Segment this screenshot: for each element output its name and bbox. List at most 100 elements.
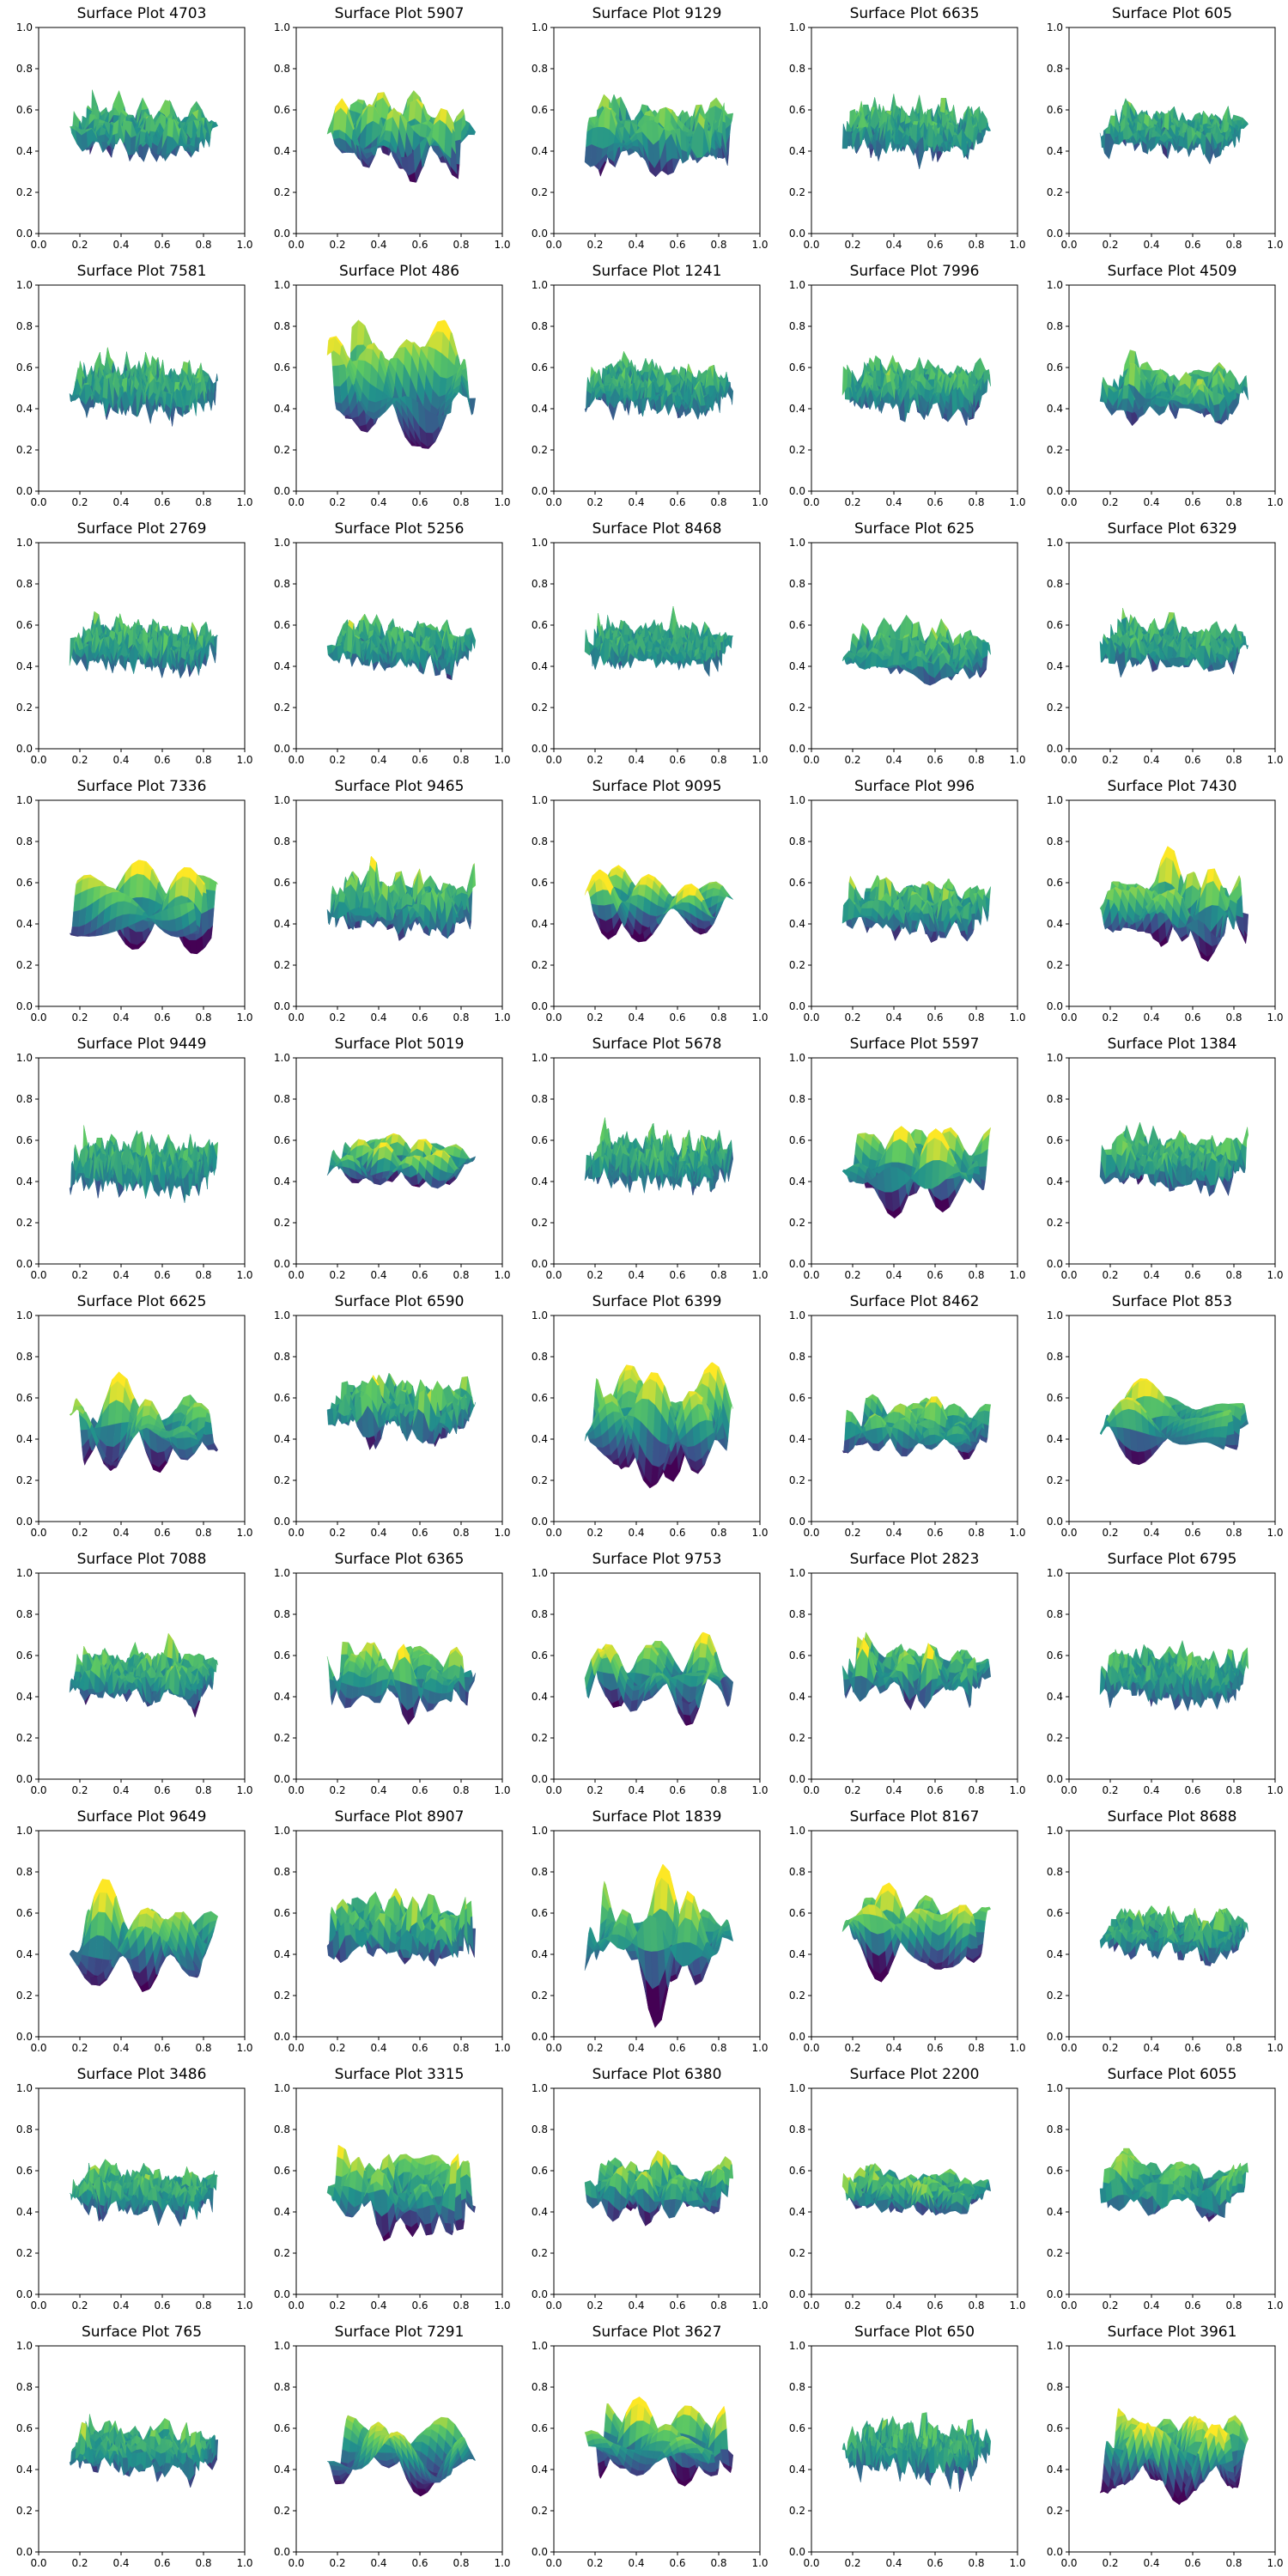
surface-mesh: [1099, 98, 1249, 165]
x-tick-label: 1.0: [751, 496, 768, 508]
x-tick-label: 0.2: [586, 239, 603, 251]
x-tick-label: 0.2: [1102, 239, 1118, 251]
panel-title: Surface Plot 9129: [554, 5, 760, 22]
surface-plot-panel: Surface Plot 1241 0.0 0.2 0.4 0.6 0.8 1.0 0.0 0.…: [515, 258, 773, 515]
x-tick-label: 0.4: [1143, 239, 1159, 251]
y-tick-label: 0.2: [532, 186, 548, 198]
panel-title: Surface Plot 605: [1069, 5, 1275, 22]
surface-plot-svg: 0.0 0.2 0.4 0.6 0.8 1.00.00.20.40.60.81.0: [16, 279, 253, 508]
axes-frame: [811, 27, 1018, 234]
surface-plot-svg: 0.0 0.2 0.4 0.6 0.8 1.00.00.20.40.60.81.0: [532, 21, 769, 251]
panel-title: Surface Plot 7581: [39, 263, 245, 280]
surface-facet: [703, 397, 710, 411]
x-tick-label: 0.4: [628, 239, 644, 251]
x-tick-label: 0.0: [803, 239, 819, 251]
y-tick-label: 0.2: [532, 444, 548, 456]
y-tick-label: 0.0: [532, 485, 548, 497]
x-tick-label: 1.0: [494, 239, 510, 251]
x-tick-label: 0.2: [329, 496, 345, 508]
surface-facet: [1218, 142, 1225, 156]
x-tick-label: 0.2: [586, 496, 603, 508]
surface-facet: [444, 401, 453, 416]
y-tick-label: 0.8: [16, 63, 33, 75]
y-tick-label: 0.4: [274, 145, 290, 157]
x-tick-label: 0.2: [329, 239, 345, 251]
y-tick-label: 0.0: [274, 485, 290, 497]
x-tick-label: 0.4: [370, 496, 386, 508]
surface-facet: [702, 129, 710, 158]
surface-plot-svg: 0.0 0.2 0.4 0.6 0.8 1.00.00.20.40.60.81.0: [274, 279, 511, 508]
axes-frame: [295, 27, 503, 234]
x-tick-label: 0.6: [411, 239, 428, 251]
y-tick-label: 0.2: [16, 444, 33, 456]
panel-title: Surface Plot 1241: [554, 263, 760, 280]
surface-plot-panel: Surface Plot 7996 0.0 0.2 0.4 0.6 0.8 1.0 0.0 0.…: [773, 258, 1030, 515]
y-tick-label: 1.0: [532, 21, 548, 33]
x-tick-label: 0.2: [844, 239, 860, 251]
y-tick-label: 0.0: [532, 228, 548, 240]
x-tick-label: 0.6: [154, 496, 170, 508]
y-tick-label: 0.6: [16, 104, 33, 116]
surface-facet: [188, 378, 195, 413]
y-tick-label: 0.2: [1047, 186, 1063, 198]
surface-plot-panel: Surface Plot 6635 0.0 0.2 0.4 0.6 0.8 1.0 0.0 0.…: [773, 0, 1030, 258]
x-tick-label: 0.2: [71, 239, 88, 251]
surface-plot-panel: Surface Plot 486 0.0 0.2 0.4 0.6 0.8 1.0 0.0 0.2…: [258, 258, 515, 515]
surface-plot-svg: 0.0 0.2 0.4 0.6 0.8 1.00.00.20.40.60.81.0: [274, 21, 511, 251]
panel-title: Surface Plot 6635: [811, 5, 1018, 22]
y-tick-label: 0.2: [274, 186, 290, 198]
x-tick-label: 0.8: [968, 239, 984, 251]
surface-plot-panel: Surface Plot 605 0.0 0.2 0.4 0.6 0.8 1.0 0.0 0.2…: [1030, 0, 1288, 258]
axes-frame: [553, 27, 761, 234]
y-tick-label: 0.0: [789, 228, 805, 240]
surface-facet: [884, 129, 891, 154]
x-tick-label: 0.0: [30, 239, 46, 251]
y-tick-label: 0.4: [789, 145, 805, 157]
surface-facet: [961, 129, 968, 157]
x-tick-label: 0.8: [453, 239, 469, 251]
x-tick-label: 0.6: [669, 496, 685, 508]
y-tick-label: 0.0: [274, 228, 290, 240]
y-tick-label: 0.2: [274, 444, 290, 456]
surface-mesh: [326, 89, 477, 184]
y-tick-label: 0.8: [1047, 63, 1063, 75]
surface-mesh: [69, 347, 219, 427]
x-tick-label: 0.0: [545, 239, 562, 251]
x-tick-label: 0.8: [710, 496, 726, 508]
surface-mesh: [841, 94, 992, 169]
x-tick-label: 1.0: [751, 239, 768, 251]
y-tick-label: 0.6: [274, 104, 290, 116]
y-tick-label: 0.4: [16, 403, 33, 415]
x-tick-label: 0.4: [370, 239, 386, 251]
surface-facet: [141, 97, 149, 111]
x-tick-label: 0.0: [545, 496, 562, 508]
surface-mesh: [326, 319, 477, 450]
x-tick-label: 0.6: [1184, 239, 1200, 251]
y-tick-label: 0.6: [789, 104, 805, 116]
y-tick-label: 0.8: [274, 63, 290, 75]
surface-facet: [1177, 145, 1184, 155]
y-tick-label: 0.8: [532, 63, 548, 75]
y-tick-label: 0.4: [532, 403, 548, 415]
x-tick-label: 0.2: [71, 496, 88, 508]
x-tick-label: 0.8: [453, 496, 469, 508]
surface-facet: [671, 157, 680, 173]
y-tick-label: 0.0: [16, 485, 33, 497]
y-tick-label: 0.8: [532, 320, 548, 332]
surface-plot-panel: Surface Plot 4703 0.0 0.2 0.4 0.6 0.8 1.0 0.0 0.…: [0, 0, 258, 258]
y-tick-label: 1.0: [16, 279, 33, 291]
y-tick-label: 0.8: [16, 320, 33, 332]
x-tick-label: 1.0: [236, 239, 252, 251]
y-tick-label: 1.0: [532, 279, 548, 291]
axes-frame: [38, 27, 246, 234]
surface-plot-svg: 0.0 0.2 0.4 0.6 0.8 1.00.00.20.40.60.81.0: [789, 279, 1026, 508]
y-tick-label: 0.0: [16, 228, 33, 240]
x-tick-label: 0.8: [710, 239, 726, 251]
x-tick-label: 0.8: [195, 496, 211, 508]
y-tick-label: 0.2: [16, 186, 33, 198]
y-tick-label: 0.6: [532, 104, 548, 116]
surface-facet: [444, 124, 453, 159]
panel-title: Surface Plot 486: [296, 263, 502, 280]
surface-plot-panel: Surface Plot 9129 0.0 0.2 0.4 0.6 0.8 1.0 0.0 0.…: [515, 0, 773, 258]
surface-plot-panel: Surface Plot 5907 0.0 0.2 0.4 0.6 0.8 1.0 0.0 0.…: [258, 0, 515, 258]
